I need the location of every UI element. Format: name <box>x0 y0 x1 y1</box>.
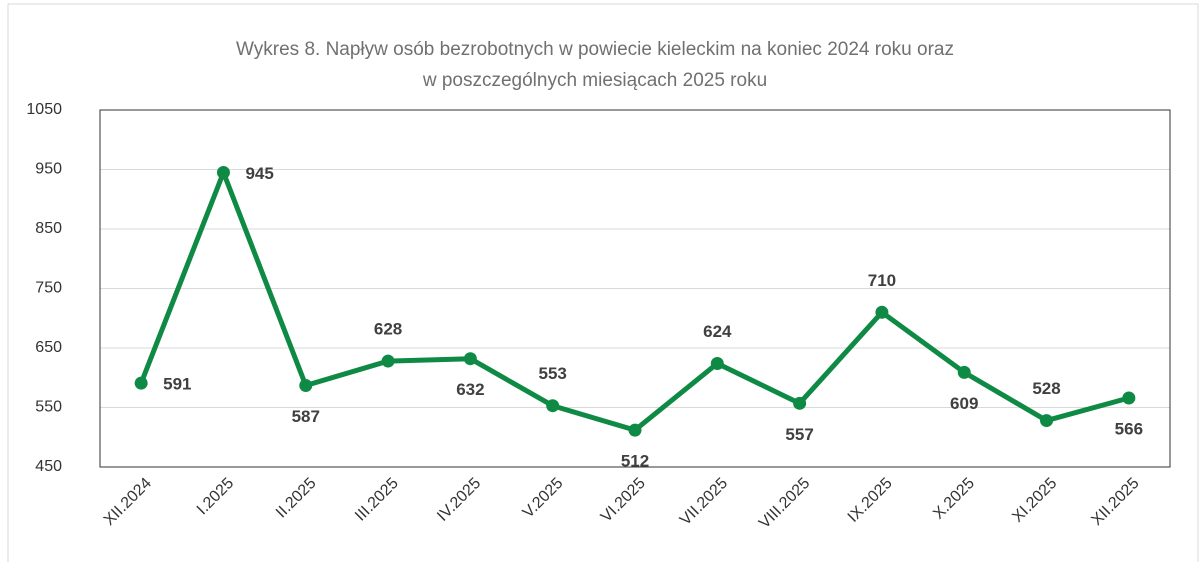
line <box>138 169 1130 433</box>
y-tick-label: 850 <box>35 220 62 237</box>
x-tick-label: VII.2025 <box>677 475 731 529</box>
data-label: 710 <box>868 271 896 290</box>
y-tick-label: 1050 <box>26 101 62 118</box>
x-tick-label: I.2025 <box>194 475 238 519</box>
y-tick-label: 750 <box>35 280 62 297</box>
chart-title: Wykres 8. Napływ osób bezrobotnych w pow… <box>236 39 954 60</box>
chart-frame <box>7 3 1199 562</box>
x-tick-label: VIII.2025 <box>756 475 813 532</box>
x-tick-label: IX.2025 <box>845 475 896 526</box>
y-tick-label: 950 <box>35 161 62 178</box>
marker <box>546 399 560 413</box>
x-tick-label: XII.2024 <box>101 475 155 529</box>
data-label: 553 <box>539 364 567 383</box>
plot-frame <box>99 109 1171 468</box>
marker <box>1122 391 1136 405</box>
marker <box>381 354 395 368</box>
marker <box>216 165 230 179</box>
data-label: 591 <box>163 375 191 394</box>
data-label: 528 <box>1032 379 1060 398</box>
marker <box>793 396 807 410</box>
x-tick-label: X.2025 <box>930 475 978 523</box>
data-label: 632 <box>456 380 484 399</box>
chart-title: w poszczególnych miesiącach 2025 roku <box>422 70 767 91</box>
x-tick-label: XII.2025 <box>1088 475 1142 529</box>
y-tick-label: 650 <box>35 339 62 356</box>
x-tick-label: II.2025 <box>273 475 320 522</box>
x-tick-label: V.2025 <box>520 475 567 522</box>
x-tick-label: XI.2025 <box>1009 475 1060 526</box>
x-tick-label: IV.2025 <box>434 475 484 525</box>
marker <box>710 356 724 370</box>
y-tick-label: 550 <box>35 399 62 416</box>
data-label: 566 <box>1115 419 1143 438</box>
data-label: 945 <box>245 164 273 183</box>
y-tick-label: 450 <box>35 458 62 475</box>
marker <box>1040 414 1054 428</box>
marker <box>957 365 971 379</box>
x-tick-label: VI.2025 <box>598 475 649 526</box>
data-label: 557 <box>785 425 813 444</box>
data-label: 624 <box>703 322 732 341</box>
data-label: 512 <box>621 452 649 471</box>
marker <box>875 305 889 319</box>
marker <box>463 352 477 366</box>
data-label: 587 <box>292 407 320 426</box>
x-tick-label: III.2025 <box>352 475 402 525</box>
marker <box>134 376 148 390</box>
marker <box>299 378 313 392</box>
marker <box>628 423 642 437</box>
data-label: 628 <box>374 320 402 339</box>
data-label: 609 <box>950 394 978 413</box>
